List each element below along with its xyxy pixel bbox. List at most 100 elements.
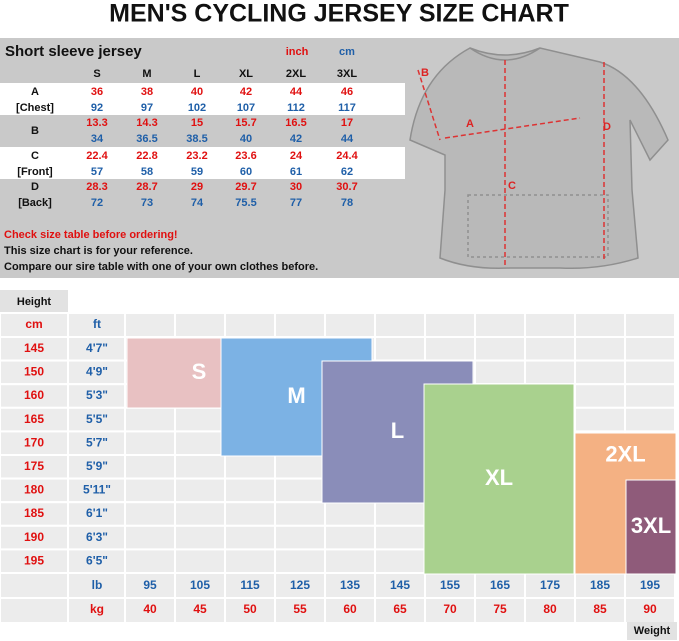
grid-cell [174, 548, 226, 575]
grid-cell [174, 501, 226, 527]
size-box-label: 2XL [605, 441, 645, 466]
grid-cell [524, 359, 576, 386]
grid-cell [174, 406, 226, 433]
grid-cell [274, 312, 326, 338]
weight-header: Weight [634, 625, 671, 637]
grid-cell [274, 454, 326, 480]
grid-cell [174, 597, 226, 624]
lb-header: lb [92, 578, 103, 592]
grid-cell [474, 359, 526, 386]
grid-cell [124, 501, 176, 527]
cm-value: 74 [191, 197, 204, 209]
measure-label: B [421, 67, 429, 79]
cm-value: 40 [240, 133, 252, 145]
page-title: MEN'S CYCLING JERSEY SIZE CHART [109, 0, 569, 28]
cm-value: 92 [91, 102, 103, 114]
grid-cell [224, 548, 276, 575]
inch-value: 42 [240, 86, 252, 98]
grid-cell [174, 524, 226, 551]
grid-cell [124, 312, 176, 338]
cm-value: 112 [287, 102, 305, 114]
weight-kg: 80 [543, 602, 557, 616]
size-box-label: L [391, 418, 404, 443]
weight-kg: 60 [343, 602, 357, 616]
row-label: [Front] [17, 166, 53, 178]
cm-value: 62 [341, 166, 353, 178]
grid-cell [324, 524, 376, 551]
inch-value: 15 [191, 117, 203, 129]
grid-cell [574, 359, 626, 386]
grid-cell [374, 501, 426, 527]
unit-inch: inch [286, 46, 309, 58]
grid-cell [324, 597, 376, 624]
grid-cell [624, 597, 676, 624]
grid-cell [574, 383, 626, 409]
grid-cell [274, 597, 326, 624]
cm-header: cm [25, 317, 42, 331]
grid-cell [274, 524, 326, 551]
grid-cell [374, 524, 426, 551]
size-header: 2XL [286, 68, 306, 80]
cm-value: 78 [341, 197, 353, 209]
height-cm: 150 [24, 365, 44, 379]
grid-cell [524, 572, 576, 599]
grid-cell [574, 312, 626, 338]
height-cm: 190 [24, 530, 44, 544]
measure-label: A [466, 118, 474, 130]
grid-cell [474, 312, 526, 338]
grid-cell [624, 312, 676, 338]
weight-kg: 85 [593, 602, 607, 616]
weight-kg: 90 [643, 602, 657, 616]
grid-cell [324, 312, 376, 338]
row-band [0, 147, 405, 179]
inch-value: 23.2 [186, 150, 207, 162]
ft-header: ft [93, 317, 101, 331]
weight-lb: 125 [290, 578, 310, 592]
inch-value: 22.8 [136, 150, 157, 162]
size-header: M [142, 68, 151, 80]
height-cm: 185 [24, 506, 44, 520]
height-cm: 170 [24, 435, 44, 449]
cm-value: 38.5 [186, 133, 207, 145]
measure-label: D [603, 121, 611, 133]
height-ft: 5'3" [86, 388, 108, 402]
grid-cell [124, 430, 176, 456]
cm-value: 75.5 [235, 197, 256, 209]
table-heading: Short sleeve jersey [5, 43, 142, 60]
inch-value: 28.7 [136, 181, 157, 193]
unit-cm: cm [339, 46, 355, 58]
grid-cell [274, 501, 326, 527]
row-label: A [31, 86, 39, 98]
height-cm: 145 [24, 341, 44, 355]
measure-lines [417, 60, 605, 265]
height-cm: 195 [24, 553, 44, 567]
cm-value: 60 [240, 166, 252, 178]
grid-cell [0, 597, 69, 624]
grid-cell [624, 572, 676, 599]
grid-cell [524, 336, 576, 362]
weight-lb: 105 [190, 578, 210, 592]
grid-cell [0, 572, 69, 599]
size-box-label: S [192, 359, 207, 384]
inch-value: 29.7 [235, 181, 256, 193]
cm-value: 58 [141, 166, 153, 178]
kg-header: kg [90, 602, 104, 616]
grid-cell [424, 312, 476, 338]
weight-kg: 40 [143, 602, 157, 616]
size-header: L [194, 68, 201, 80]
height-header-box [0, 290, 68, 313]
grid-cell [524, 312, 576, 338]
inch-value: 40 [191, 86, 203, 98]
size-box [423, 383, 575, 575]
weight-header-box [627, 622, 677, 640]
inch-value: 30 [290, 181, 302, 193]
note: Compare our sire table with one of your … [4, 261, 318, 273]
weight-kg: 70 [443, 602, 457, 616]
row-label: [Chest] [16, 102, 54, 114]
cm-value: 44 [341, 133, 354, 145]
cm-value: 102 [188, 102, 206, 114]
height-ft: 6'3" [86, 530, 108, 544]
inch-value: 17 [341, 117, 353, 129]
height-cm: 180 [24, 483, 44, 497]
